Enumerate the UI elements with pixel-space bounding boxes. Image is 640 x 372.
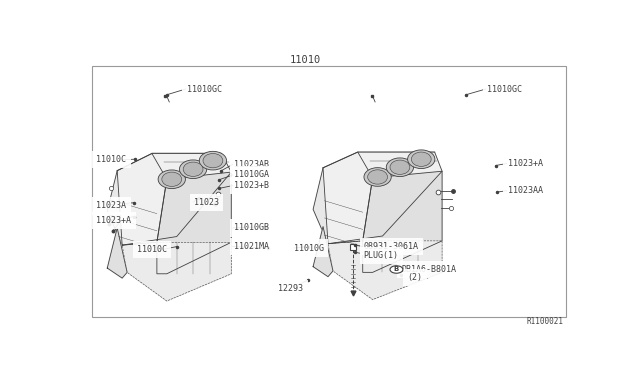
Polygon shape bbox=[313, 227, 333, 277]
Polygon shape bbox=[157, 172, 231, 274]
Text: 11023+A: 11023+A bbox=[97, 216, 131, 225]
Ellipse shape bbox=[364, 168, 391, 186]
Polygon shape bbox=[108, 228, 127, 278]
Text: 11010GA: 11010GA bbox=[234, 170, 269, 179]
Text: PLUG(1): PLUG(1) bbox=[364, 251, 399, 260]
Ellipse shape bbox=[162, 172, 182, 186]
Text: R1100021: R1100021 bbox=[527, 317, 564, 326]
Ellipse shape bbox=[390, 160, 410, 174]
Text: 11010G: 11010G bbox=[294, 244, 324, 253]
Text: 11023A: 11023A bbox=[97, 201, 126, 211]
Ellipse shape bbox=[179, 160, 207, 179]
Text: 11023AA: 11023AA bbox=[508, 186, 543, 195]
Polygon shape bbox=[122, 242, 231, 301]
Text: 11010GC: 11010GC bbox=[486, 84, 522, 93]
Text: (2): (2) bbox=[408, 273, 422, 282]
Bar bbox=[92, 66, 566, 317]
Text: 12293: 12293 bbox=[278, 284, 303, 293]
Text: DB1A6-B801A: DB1A6-B801A bbox=[401, 265, 456, 274]
Ellipse shape bbox=[387, 158, 413, 177]
Ellipse shape bbox=[199, 151, 227, 170]
Ellipse shape bbox=[412, 152, 431, 166]
Text: 11023+B: 11023+B bbox=[234, 181, 269, 190]
Text: 11010C: 11010C bbox=[97, 155, 126, 164]
Polygon shape bbox=[117, 154, 231, 245]
Ellipse shape bbox=[158, 170, 186, 189]
Text: B: B bbox=[394, 266, 399, 273]
Polygon shape bbox=[108, 154, 167, 245]
Polygon shape bbox=[323, 152, 442, 244]
Polygon shape bbox=[328, 241, 442, 299]
Ellipse shape bbox=[183, 162, 203, 176]
Text: 11010: 11010 bbox=[290, 55, 321, 65]
Text: 11010C: 11010C bbox=[137, 245, 167, 254]
Text: 11023AB: 11023AB bbox=[234, 160, 269, 169]
Circle shape bbox=[390, 266, 403, 273]
Text: 11023: 11023 bbox=[194, 198, 219, 207]
Text: 11010GC: 11010GC bbox=[187, 84, 221, 93]
Ellipse shape bbox=[367, 170, 388, 184]
Polygon shape bbox=[313, 152, 372, 244]
Polygon shape bbox=[363, 171, 442, 272]
Text: 11010GB: 11010GB bbox=[234, 224, 269, 232]
Ellipse shape bbox=[408, 150, 435, 169]
Text: 11021MA: 11021MA bbox=[234, 242, 269, 251]
Text: 08931-3061A: 08931-3061A bbox=[364, 242, 419, 251]
Ellipse shape bbox=[203, 154, 223, 168]
Text: 11023+A: 11023+A bbox=[508, 159, 543, 168]
